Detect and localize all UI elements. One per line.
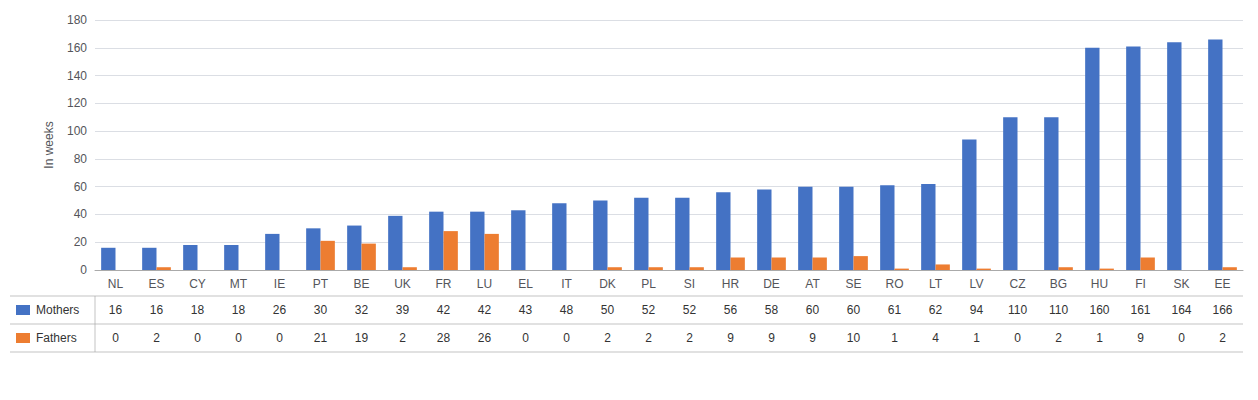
svg-text:0: 0 — [522, 331, 529, 345]
svg-text:94: 94 — [970, 303, 984, 317]
svg-text:39: 39 — [396, 303, 410, 317]
svg-text:PT: PT — [313, 277, 329, 291]
svg-text:32: 32 — [355, 303, 369, 317]
svg-text:2: 2 — [1055, 331, 1062, 345]
svg-text:0: 0 — [1178, 331, 1185, 345]
svg-text:160: 160 — [1089, 303, 1109, 317]
svg-text:1: 1 — [973, 331, 980, 345]
svg-text:2: 2 — [686, 331, 693, 345]
svg-text:58: 58 — [765, 303, 779, 317]
svg-text:16: 16 — [150, 303, 164, 317]
svg-text:160: 160 — [67, 41, 87, 55]
svg-text:1: 1 — [891, 331, 898, 345]
svg-text:HU: HU — [1091, 277, 1108, 291]
svg-text:161: 161 — [1130, 303, 1150, 317]
svg-text:2: 2 — [399, 331, 406, 345]
svg-text:NL: NL — [108, 277, 124, 291]
svg-text:19: 19 — [355, 331, 369, 345]
svg-text:0: 0 — [112, 331, 119, 345]
svg-text:4: 4 — [932, 331, 939, 345]
svg-text:9: 9 — [1137, 331, 1144, 345]
svg-text:LV: LV — [970, 277, 984, 291]
svg-text:CZ: CZ — [1010, 277, 1026, 291]
svg-text:2: 2 — [604, 331, 611, 345]
svg-text:SK: SK — [1173, 277, 1189, 291]
svg-text:120: 120 — [67, 96, 87, 110]
svg-text:0: 0 — [563, 331, 570, 345]
svg-text:IT: IT — [561, 277, 572, 291]
svg-text:166: 166 — [1212, 303, 1232, 317]
svg-text:BG: BG — [1050, 277, 1067, 291]
svg-text:In weeks: In weeks — [42, 121, 56, 168]
svg-text:56: 56 — [724, 303, 738, 317]
svg-text:2: 2 — [645, 331, 652, 345]
svg-text:60: 60 — [806, 303, 820, 317]
svg-text:DK: DK — [599, 277, 616, 291]
svg-text:RO: RO — [886, 277, 904, 291]
svg-text:80: 80 — [74, 152, 88, 166]
svg-text:100: 100 — [67, 124, 87, 138]
svg-text:EE: EE — [1214, 277, 1230, 291]
svg-text:61: 61 — [888, 303, 902, 317]
svg-text:42: 42 — [437, 303, 451, 317]
svg-text:110: 110 — [1049, 303, 1068, 317]
svg-text:60: 60 — [847, 303, 861, 317]
svg-text:MT: MT — [230, 277, 248, 291]
svg-text:LU: LU — [477, 277, 492, 291]
svg-text:SI: SI — [684, 277, 695, 291]
svg-text:60: 60 — [74, 180, 88, 194]
svg-text:0: 0 — [276, 331, 283, 345]
svg-text:42: 42 — [478, 303, 492, 317]
svg-text:180: 180 — [67, 13, 87, 27]
svg-text:IE: IE — [274, 277, 285, 291]
svg-text:Fathers: Fathers — [36, 331, 77, 345]
svg-text:110: 110 — [1008, 303, 1027, 317]
svg-text:0: 0 — [1014, 331, 1021, 345]
svg-text:26: 26 — [478, 331, 492, 345]
svg-text:16: 16 — [109, 303, 123, 317]
svg-text:EL: EL — [518, 277, 533, 291]
svg-text:2: 2 — [153, 331, 160, 345]
svg-text:18: 18 — [232, 303, 246, 317]
svg-text:18: 18 — [191, 303, 205, 317]
svg-text:PL: PL — [641, 277, 656, 291]
svg-text:20: 20 — [74, 235, 88, 249]
svg-text:140: 140 — [67, 69, 87, 83]
svg-text:1: 1 — [1096, 331, 1103, 345]
svg-text:52: 52 — [642, 303, 656, 317]
svg-text:164: 164 — [1171, 303, 1191, 317]
svg-text:50: 50 — [601, 303, 615, 317]
svg-text:HR: HR — [722, 277, 740, 291]
svg-text:26: 26 — [273, 303, 287, 317]
svg-text:9: 9 — [809, 331, 816, 345]
svg-text:21: 21 — [314, 331, 328, 345]
svg-text:40: 40 — [74, 207, 88, 221]
svg-text:62: 62 — [929, 303, 943, 317]
svg-text:SE: SE — [845, 277, 861, 291]
svg-text:FR: FR — [436, 277, 452, 291]
svg-text:9: 9 — [727, 331, 734, 345]
svg-text:48: 48 — [560, 303, 574, 317]
svg-text:0: 0 — [80, 263, 87, 277]
svg-text:30: 30 — [314, 303, 328, 317]
svg-text:CY: CY — [189, 277, 206, 291]
svg-text:BE: BE — [353, 277, 369, 291]
svg-text:9: 9 — [768, 331, 775, 345]
svg-text:Mothers: Mothers — [36, 303, 79, 317]
svg-text:AT: AT — [805, 277, 820, 291]
svg-text:43: 43 — [519, 303, 533, 317]
svg-text:10: 10 — [847, 331, 861, 345]
svg-text:ES: ES — [148, 277, 164, 291]
svg-text:FI: FI — [1135, 277, 1146, 291]
svg-text:2: 2 — [1219, 331, 1226, 345]
svg-text:UK: UK — [394, 277, 411, 291]
svg-text:28: 28 — [437, 331, 451, 345]
svg-text:DE: DE — [763, 277, 780, 291]
svg-text:52: 52 — [683, 303, 697, 317]
svg-text:0: 0 — [194, 331, 201, 345]
svg-text:0: 0 — [235, 331, 242, 345]
svg-text:LT: LT — [929, 277, 943, 291]
